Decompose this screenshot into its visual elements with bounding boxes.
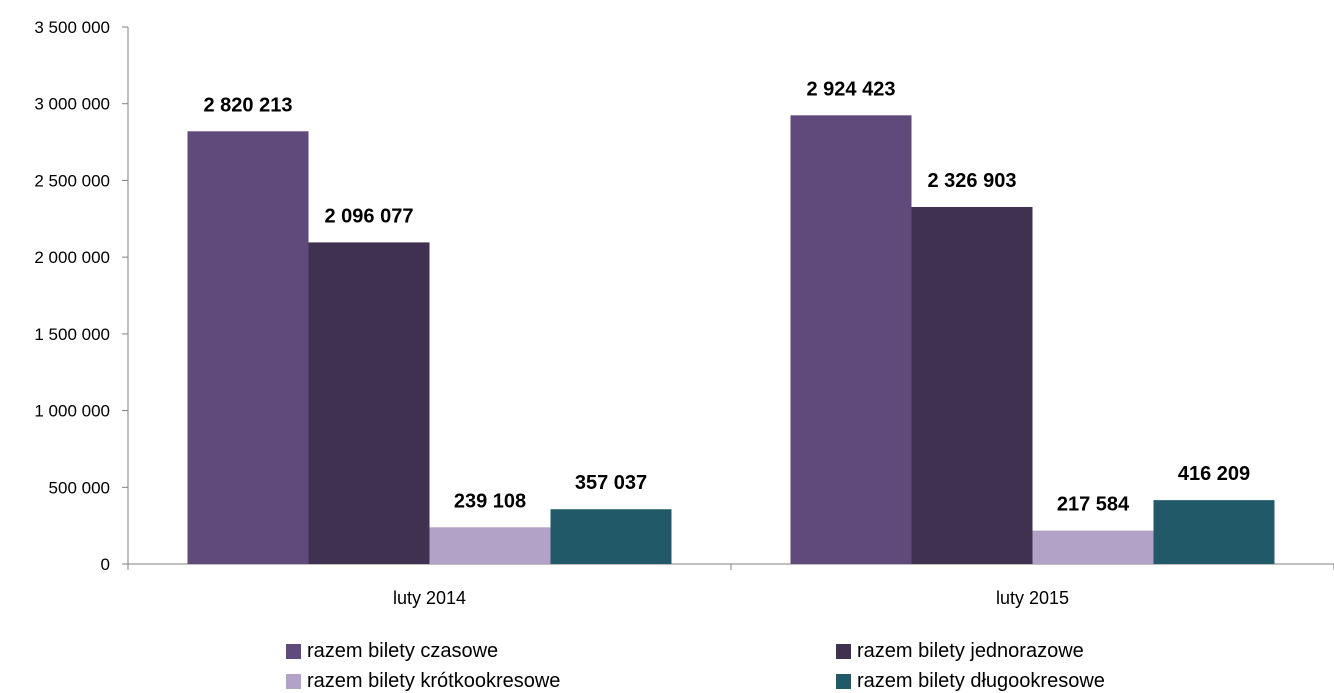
data-label: 217 584	[1057, 494, 1130, 516]
axes: 0 500 000 1 000 000 1 500 000 2 000 000 2 500…	[34, 18, 1334, 608]
bars	[187, 115, 1275, 564]
x-category-label: luty 2015	[996, 588, 1069, 608]
bar	[1032, 530, 1154, 564]
y-tick-label: 2 000 000	[34, 248, 110, 267]
y-tick-label: 1 000 000	[34, 402, 110, 421]
data-label: 357 037	[575, 472, 647, 494]
y-tick-label: 3 000 000	[34, 95, 110, 114]
bar	[429, 527, 551, 564]
data-labels: 2 820 213 2 096 077 239 108 357 037 2 924 42…	[204, 78, 1251, 515]
bar	[790, 115, 912, 564]
bar	[550, 509, 672, 564]
data-label: 2 924 423	[807, 78, 896, 100]
y-tick-label: 0	[101, 555, 110, 574]
data-label: 2 820 213	[204, 94, 293, 116]
data-label: 416 209	[1178, 463, 1250, 485]
x-category-label: luty 2014	[393, 588, 466, 608]
y-tick-label: 3 500 000	[34, 18, 110, 37]
data-label: 2 096 077	[325, 205, 414, 227]
data-label: 239 108	[454, 490, 526, 512]
data-label: 2 326 903	[928, 170, 1017, 192]
bar	[1153, 500, 1275, 564]
bar	[308, 242, 430, 564]
y-tick-label: 500 000	[49, 478, 110, 497]
y-tick-label: 2 500 000	[34, 171, 110, 190]
bar	[911, 206, 1033, 564]
y-tick-label: 1 500 000	[34, 325, 110, 344]
bar	[187, 131, 309, 564]
